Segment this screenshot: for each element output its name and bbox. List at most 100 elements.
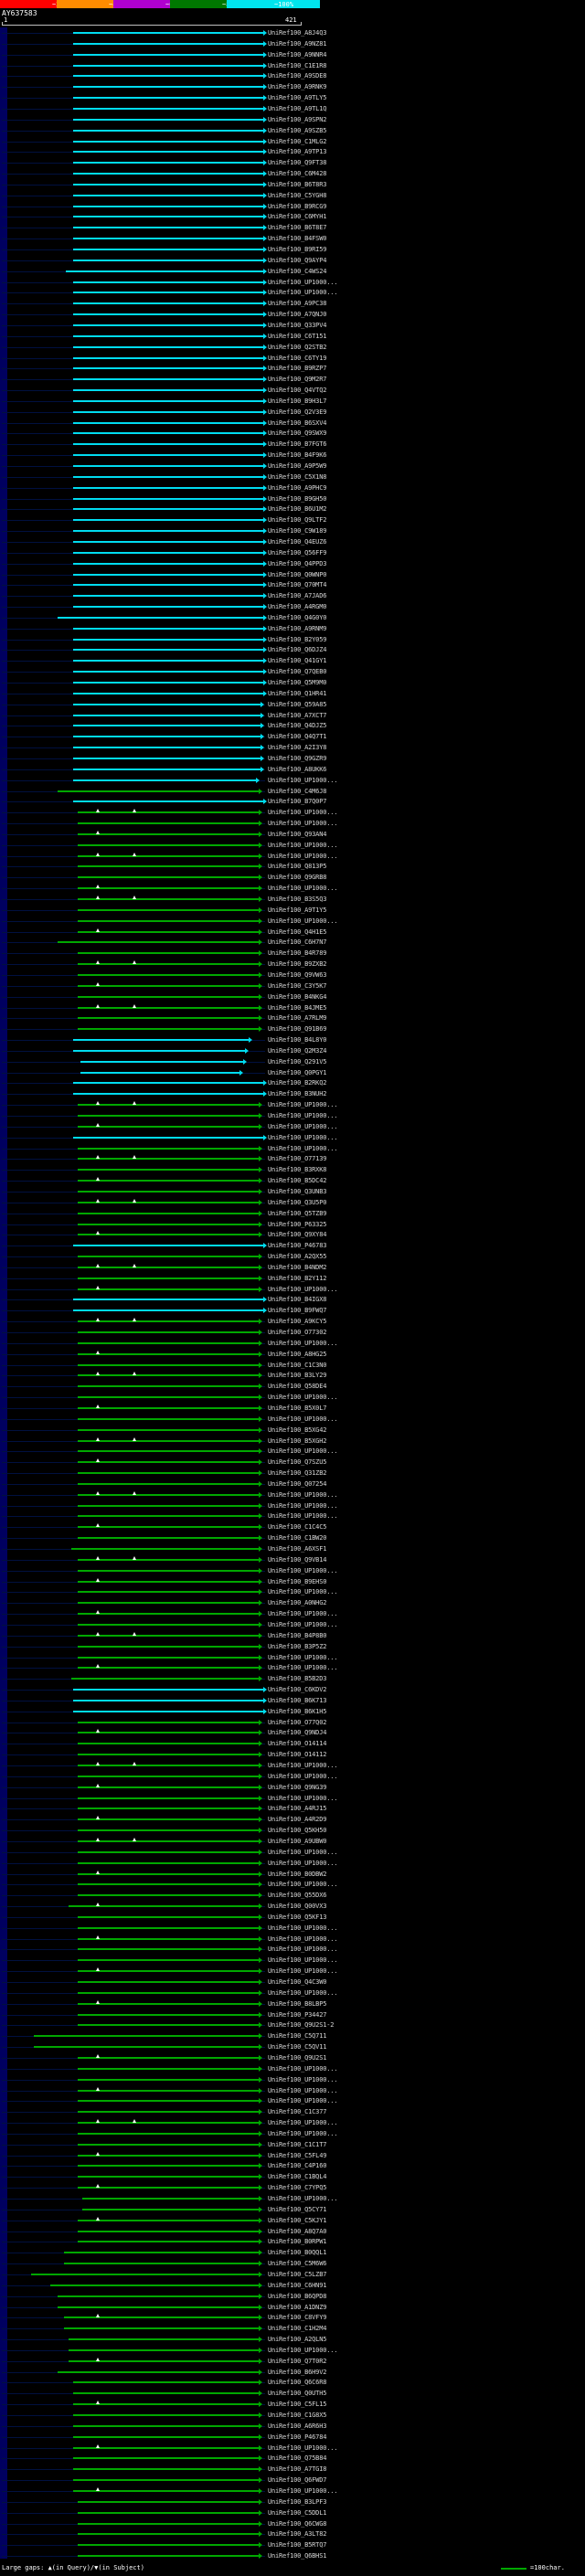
- hit-bar[interactable]: [73, 323, 263, 326]
- hit-label[interactable]: UniRef100_B5XG42: [268, 1426, 327, 1434]
- hit-label[interactable]: UniRef100_Q9VW63: [268, 970, 327, 979]
- hit-bar[interactable]: [78, 1482, 259, 1485]
- hit-label[interactable]: UniRef100_UP1000...: [268, 1588, 338, 1596]
- hit-label[interactable]: UniRef100_Q9XY84: [268, 1231, 327, 1239]
- hit-row[interactable]: UniRef100_Q813P5: [0, 862, 585, 872]
- hit-label[interactable]: UniRef100_O77Q02: [268, 1718, 327, 1726]
- hit-label[interactable]: UniRef100_Q0PGY1: [268, 1068, 327, 1076]
- hit-bar[interactable]: [78, 1006, 259, 1009]
- hit-label[interactable]: UniRef100_UP1000...: [268, 1512, 338, 1521]
- hit-row[interactable]: UniRef100_UP1000...: [0, 1100, 585, 1110]
- hit-row[interactable]: UniRef100_Q55DX6: [0, 1891, 585, 1901]
- hit-row[interactable]: UniRef100_B6U1M2: [0, 504, 585, 514]
- hit-bar[interactable]: [73, 497, 263, 500]
- hit-label[interactable]: UniRef100_A6R6H3: [268, 2422, 327, 2430]
- hit-label[interactable]: UniRef100_UP1000...: [268, 1924, 338, 1932]
- hit-bar[interactable]: [73, 2446, 259, 2449]
- hit-bar[interactable]: [73, 173, 263, 175]
- hit-row[interactable]: UniRef100_UP1000...: [0, 2486, 585, 2496]
- hit-row[interactable]: UniRef100_UP1000...: [0, 852, 585, 862]
- hit-bar[interactable]: [73, 194, 263, 196]
- hit-bar[interactable]: [78, 1320, 259, 1323]
- hit-bar[interactable]: [78, 1515, 259, 1518]
- hit-row[interactable]: UniRef100_Q3UNB3: [0, 1187, 585, 1197]
- hit-bar[interactable]: [73, 313, 263, 316]
- hit-label[interactable]: UniRef100_C5X1N8: [268, 472, 327, 481]
- hit-row[interactable]: UniRef100_C1BW20: [0, 1533, 585, 1543]
- hit-row[interactable]: UniRef100_B2Y112: [0, 1274, 585, 1284]
- hit-row[interactable]: UniRef100_A9PHC9: [0, 483, 585, 493]
- hit-bar[interactable]: [78, 1028, 259, 1031]
- hit-row[interactable]: UniRef100_C9W189: [0, 526, 585, 536]
- hit-row[interactable]: UniRef100_Q5KH50: [0, 1826, 585, 1836]
- hit-row[interactable]: UniRef100_UP1000...: [0, 841, 585, 851]
- hit-bar[interactable]: [78, 1850, 259, 1853]
- hit-row[interactable]: UniRef100_B3P5Z2: [0, 1642, 585, 1652]
- hit-row[interactable]: UniRef100_Q6CWG8: [0, 2519, 585, 2529]
- hit-row[interactable]: UniRef100_A9TL1Q: [0, 104, 585, 114]
- hit-row[interactable]: UniRef100_Q6C6R8: [0, 2378, 585, 2388]
- hit-row[interactable]: UniRef100_A2QX55: [0, 1252, 585, 1262]
- hit-bar[interactable]: [78, 1472, 259, 1475]
- hit-bar[interactable]: [78, 1839, 259, 1842]
- hit-bar[interactable]: [73, 551, 263, 554]
- hit-row[interactable]: UniRef100_UP1000...: [0, 1794, 585, 1804]
- hit-label[interactable]: UniRef100_UP1000...: [268, 1620, 338, 1628]
- hit-row[interactable]: UniRef100_Q9NG39: [0, 1783, 585, 1793]
- hit-bar[interactable]: [78, 2067, 259, 2070]
- hit-row[interactable]: UniRef100_UP1000...: [0, 1501, 585, 1511]
- hit-row[interactable]: UniRef100_Q7T0R2: [0, 2357, 585, 2367]
- hit-label[interactable]: UniRef100_Q9GZR9: [268, 754, 327, 762]
- hit-label[interactable]: UniRef100_UP1000...: [268, 1956, 338, 1965]
- hit-row[interactable]: UniRef100_UP1000...: [0, 2064, 585, 2074]
- hit-row[interactable]: UniRef100_B6K1H5: [0, 1707, 585, 1717]
- hit-row[interactable]: UniRef100_C8VFY9: [0, 2313, 585, 2323]
- hit-bar[interactable]: [78, 1645, 259, 1648]
- hit-label[interactable]: UniRef100_UP1000...: [268, 1935, 338, 1943]
- hit-row[interactable]: UniRef100_Q0WNP0: [0, 570, 585, 580]
- hit-row[interactable]: UniRef100_Q6FWD7: [0, 2475, 585, 2486]
- hit-label[interactable]: UniRef100_UP1000...: [268, 776, 338, 784]
- hit-row[interactable]: UniRef100_UP1000...: [0, 1511, 585, 1521]
- hit-row[interactable]: UniRef100_Q2V3E9: [0, 408, 585, 418]
- hit-bar[interactable]: [78, 1493, 259, 1496]
- hit-bar[interactable]: [78, 1970, 259, 1973]
- hit-bar[interactable]: [78, 1104, 259, 1107]
- hit-label[interactable]: UniRef100_A9PHC9: [268, 483, 327, 492]
- hit-label[interactable]: UniRef100_UP1000...: [268, 1490, 338, 1499]
- hit-bar[interactable]: [73, 238, 263, 240]
- hit-row[interactable]: UniRef100_Q31ZB2: [0, 1468, 585, 1479]
- hit-label[interactable]: UniRef100_P46783: [268, 1242, 327, 1250]
- hit-bar[interactable]: [73, 768, 261, 770]
- hit-label[interactable]: UniRef100_Q0UTH5: [268, 2390, 327, 2398]
- hit-row[interactable]: UniRef100_B5XG42: [0, 1426, 585, 1436]
- hit-bar[interactable]: [73, 302, 263, 305]
- hit-label[interactable]: UniRef100_Q5KH50: [268, 1827, 327, 1835]
- hit-row[interactable]: UniRef100_UP1000...: [0, 1415, 585, 1425]
- hit-bar[interactable]: [73, 216, 263, 218]
- hit-bar[interactable]: [78, 1743, 259, 1745]
- hit-bar[interactable]: [73, 2414, 259, 2416]
- hit-label[interactable]: UniRef100_UP1000...: [268, 1859, 338, 1867]
- hit-bar[interactable]: [73, 454, 263, 457]
- hit-bar[interactable]: [73, 2435, 259, 2438]
- hit-label[interactable]: UniRef100_C4WS24: [268, 267, 327, 275]
- hit-label[interactable]: UniRef100_UP1000...: [268, 1945, 338, 1954]
- hit-label[interactable]: UniRef100_C5FL15: [268, 2401, 327, 2409]
- hit-bar[interactable]: [73, 64, 263, 67]
- hit-row[interactable]: UniRef100_Q4G0Y0: [0, 613, 585, 623]
- hit-label[interactable]: UniRef100_B5XGH2: [268, 1436, 327, 1445]
- hit-row[interactable]: UniRef100_UP1000...: [0, 1945, 585, 1955]
- hit-label[interactable]: UniRef100_Q9NG39: [268, 1783, 327, 1791]
- hit-row[interactable]: UniRef100_C1C3N0: [0, 1361, 585, 1371]
- hit-row[interactable]: UniRef100_Q70MT4: [0, 580, 585, 590]
- hit-row[interactable]: UniRef100_B2Y059: [0, 635, 585, 645]
- hit-row[interactable]: UniRef100_Q93AN4: [0, 830, 585, 840]
- hit-label[interactable]: UniRef100_B4JME5: [268, 1003, 327, 1012]
- hit-row[interactable]: UniRef100_Q91B69: [0, 1024, 585, 1034]
- hit-label[interactable]: UniRef100_B9FWQ7: [268, 1307, 327, 1315]
- hit-bar[interactable]: [78, 1212, 259, 1214]
- hit-bar[interactable]: [73, 281, 263, 283]
- hit-label[interactable]: UniRef100_UP1000...: [268, 809, 338, 817]
- hit-row[interactable]: UniRef100_Q1HR41: [0, 689, 585, 699]
